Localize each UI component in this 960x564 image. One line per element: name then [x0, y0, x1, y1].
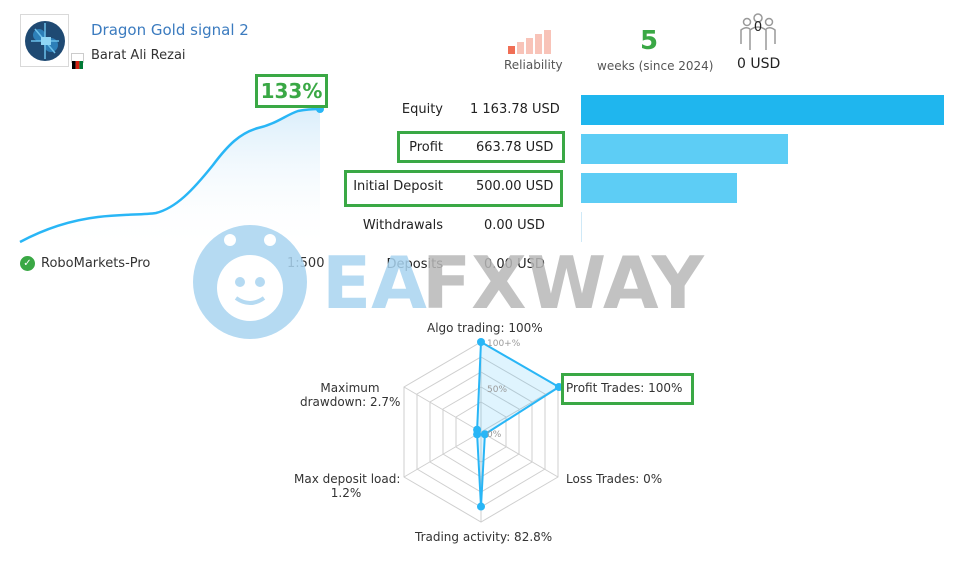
radar-points — [473, 338, 563, 511]
radar-tick-0: 0% — [487, 430, 502, 440]
broker-name[interactable]: RoboMarkets-Pro — [41, 256, 151, 271]
eafxway-watermark: EA FXWAY — [193, 225, 705, 339]
watermark-text-ea: EA — [322, 241, 427, 325]
signal-title[interactable]: Dragon Gold signal 2 — [91, 21, 249, 39]
profit-label: Profit — [409, 140, 443, 155]
withdrawals-value: 0.00 USD — [484, 218, 545, 233]
radar-label-algo: Algo trading: 100% — [427, 321, 543, 335]
radar-label-drawdown: Maximum drawdown: 2.7% — [300, 381, 400, 409]
radar-value-area — [476, 340, 561, 507]
drawdown-line1: Maximum — [320, 381, 380, 395]
deposit-load-line1: Max deposit load: — [294, 472, 401, 486]
withdrawals-bar — [581, 212, 582, 242]
growth-area — [20, 109, 320, 250]
radar-point-loss — [480, 430, 489, 439]
radar-tick-50: 50% — [487, 385, 507, 395]
equity-label: Equity — [401, 102, 443, 117]
initial-deposit-bar — [581, 173, 737, 203]
flag-graphic — [72, 61, 83, 69]
radar-chart[interactable]: 100+% 50% 0% — [380, 330, 580, 530]
radar-label-loss: Loss Trades: 0% — [566, 472, 663, 486]
subscribers-count: 0 — [753, 20, 763, 35]
weeks-value: 5 — [640, 26, 659, 56]
radar-label-activity: Trading activity: 82.8% — [415, 530, 553, 544]
equity-bar — [581, 95, 944, 125]
subscribers-usd: 0 USD — [737, 56, 781, 72]
initial-deposit-value: 500.00 USD — [476, 179, 554, 194]
drawdown-line2: drawdown: 2.7% — [300, 395, 401, 409]
radar-point-profit — [554, 383, 563, 391]
subscribers-icon — [740, 13, 776, 50]
radar-label-deposit-load: Max deposit load: 1.2% — [294, 472, 401, 500]
robot-face-logo-icon — [193, 225, 307, 339]
radar-point-algo — [477, 338, 485, 346]
profit-trades-highlight — [561, 373, 694, 405]
profit-highlight — [397, 131, 565, 163]
afghanistan-flag-icon — [71, 53, 84, 69]
initial-deposit-label: Initial Deposit — [353, 179, 443, 194]
deposit-load-line2: 1.2% — [330, 486, 362, 500]
verified-check-icon: ✓ — [20, 256, 35, 271]
robot-brain-avatar-icon — [21, 15, 68, 66]
radar-point-drawdown — [473, 425, 482, 434]
reliability-bars-icon — [508, 30, 551, 54]
author-name[interactable]: Barat Ali Rezai — [91, 48, 186, 63]
signal-avatar[interactable] — [20, 14, 69, 67]
deposits-value: 0.00 USD — [484, 257, 545, 272]
watermark-text-fxway: FXWAY — [422, 241, 705, 325]
profit-bar — [581, 134, 789, 164]
radar-point-activity — [477, 502, 485, 511]
profit-value: 663.78 USD — [476, 140, 554, 155]
withdrawals-label: Withdrawals — [362, 218, 443, 233]
initial-deposit-highlight — [344, 170, 563, 207]
deposits-label: Deposits — [386, 257, 443, 272]
growth-line — [19, 107, 321, 244]
growth-badge: 133% — [255, 74, 328, 108]
radar-label-profit: Profit Trades: 100% — [566, 381, 683, 395]
equity-value: 1 163.78 USD — [470, 102, 560, 117]
reliability-label: Reliability — [504, 58, 563, 72]
weeks-label: weeks (since 2024) — [597, 59, 714, 73]
radar-tick-100: 100+% — [487, 339, 521, 349]
